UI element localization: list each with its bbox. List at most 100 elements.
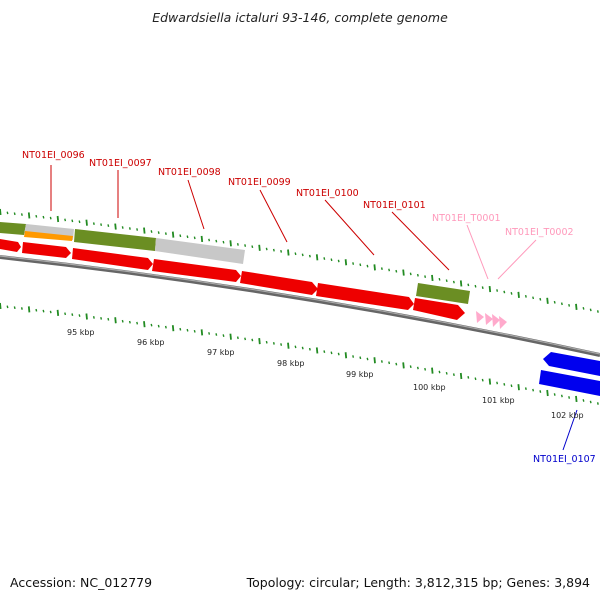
gene-label[interactable]: NT01EI_0097 <box>89 158 152 169</box>
scale-tick <box>164 325 167 329</box>
scale-tick <box>136 321 139 325</box>
scale-tick <box>575 303 578 310</box>
scale-tick <box>467 376 470 379</box>
scale-tick <box>553 300 556 304</box>
green-feature[interactable] <box>0 222 26 235</box>
scale-tick <box>445 279 448 283</box>
map-title: Edwardsiella ictaluri 93-146, complete g… <box>152 10 448 25</box>
gene-label[interactable]: NT01EI_0101 <box>363 200 426 211</box>
scale-tick <box>258 338 261 345</box>
scale-tick <box>459 372 463 380</box>
reverse-cds-arrow[interactable] <box>543 352 600 376</box>
scale-tick <box>92 316 95 319</box>
gray-feature[interactable] <box>155 238 245 264</box>
gene-label[interactable]: NT01EI_0100 <box>296 188 359 199</box>
gene-label[interactable]: NT01EI_0098 <box>158 167 221 178</box>
scale-tick <box>380 360 383 363</box>
scale-tick <box>0 208 2 216</box>
trna-arrow[interactable] <box>499 316 507 329</box>
scale-tick <box>78 220 81 224</box>
orange-feature[interactable] <box>24 231 73 241</box>
scale-tick <box>280 343 283 346</box>
gene-label[interactable]: NT01EI_0099 <box>228 177 291 188</box>
scale-tick <box>179 234 182 238</box>
scale-tick <box>287 249 290 256</box>
scale-tick <box>510 384 513 388</box>
trna-arrow[interactable] <box>485 313 493 325</box>
scale-tick <box>236 243 239 246</box>
scale-tick <box>431 274 434 282</box>
cds-arrow[interactable] <box>152 259 241 282</box>
scale-tick <box>244 244 247 247</box>
scale-tick <box>229 333 232 340</box>
scale-tick <box>337 259 340 263</box>
scale-tick <box>589 308 592 312</box>
scale-tick <box>315 254 319 261</box>
scale-tick <box>409 272 412 276</box>
topology-label: Topology: circular; Length: 3,812,315 bp… <box>246 575 590 590</box>
green-feature[interactable] <box>74 229 156 251</box>
scale-label: 98 kbp <box>277 359 305 368</box>
scale-tick <box>424 367 427 371</box>
scale-tick <box>496 289 499 292</box>
scale-tick <box>13 306 16 310</box>
scale-tick <box>6 211 9 215</box>
scale-tick <box>323 350 326 353</box>
cds-arrow[interactable] <box>316 283 414 310</box>
scale-tick <box>128 227 131 230</box>
scale-tick <box>596 310 599 313</box>
scale-tick <box>294 345 297 349</box>
scale-tick <box>308 254 311 258</box>
trna-arrow[interactable] <box>492 314 500 327</box>
cds-arrow[interactable] <box>72 248 153 270</box>
scale-tick <box>143 321 146 328</box>
scale-tick <box>424 275 427 278</box>
scale-tick <box>568 396 571 399</box>
gene-labels: NT01EI_0096 NT01EI_0097 NT01EI_0098 NT01… <box>22 150 596 465</box>
scale-tick <box>64 218 67 222</box>
scale-tick <box>438 370 441 374</box>
scale-tick <box>445 371 448 375</box>
cds-arrow[interactable] <box>22 242 71 258</box>
scale-tick <box>85 313 88 320</box>
trna-arrow[interactable] <box>476 311 484 323</box>
scale-tick <box>64 312 67 316</box>
cds-arrow[interactable] <box>0 239 21 252</box>
scale-tick <box>100 223 103 226</box>
scale-tick <box>301 253 304 257</box>
scale-tick <box>287 342 290 349</box>
scale-labels: 95 kbp 96 kbp 97 kbp 98 kbp 99 kbp 100 k… <box>67 328 584 420</box>
scale-tick <box>416 273 419 277</box>
scale-tick <box>438 277 441 281</box>
reverse-cds-arrow[interactable] <box>539 370 600 396</box>
scale-tick <box>71 219 74 223</box>
scale-tick <box>373 264 376 271</box>
cds-arrow[interactable] <box>413 298 465 320</box>
scale-tick <box>20 307 23 310</box>
scale-tick <box>6 305 9 309</box>
scale-tick <box>352 355 355 358</box>
scale-tick <box>330 258 333 262</box>
gene-label[interactable]: NT01EI_0096 <box>22 150 85 161</box>
scale-label: 95 kbp <box>67 328 95 337</box>
green-feature[interactable] <box>416 283 470 304</box>
scale-tick <box>42 215 45 219</box>
scale-tick <box>488 286 492 293</box>
scale-tick <box>402 269 405 276</box>
scale-tick <box>409 365 412 369</box>
scale-label: 100 kbp <box>413 383 446 392</box>
scale-tick <box>452 373 455 377</box>
scale-label: 101 kbp <box>482 396 515 405</box>
scale-tick <box>114 317 117 324</box>
scale-tick <box>49 310 52 314</box>
scale-tick <box>532 388 535 392</box>
scale-tick <box>539 390 542 393</box>
gene-label[interactable]: NT01EI_0107 <box>533 454 596 465</box>
scale-tick <box>496 381 499 385</box>
gene-label[interactable]: NT01EI_T0001 <box>432 213 501 224</box>
scale-tick <box>136 228 139 231</box>
gene-label[interactable]: NT01EI_T0002 <box>505 227 574 238</box>
cds-arrow[interactable] <box>240 271 318 295</box>
scale-tick <box>380 267 383 271</box>
